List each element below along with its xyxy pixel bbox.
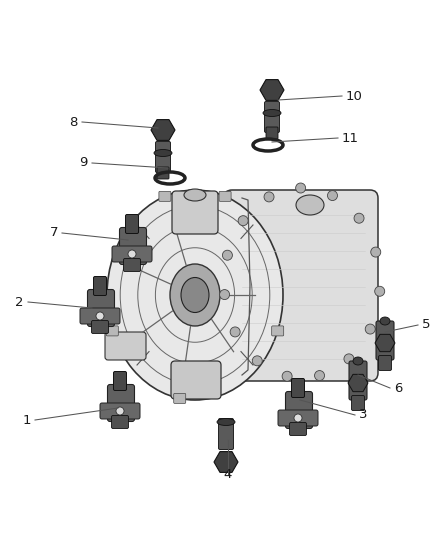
- Circle shape: [238, 216, 248, 225]
- FancyBboxPatch shape: [265, 101, 279, 133]
- Ellipse shape: [184, 189, 206, 201]
- FancyBboxPatch shape: [124, 259, 141, 271]
- FancyBboxPatch shape: [157, 167, 169, 179]
- FancyBboxPatch shape: [112, 416, 128, 429]
- FancyBboxPatch shape: [174, 393, 186, 403]
- FancyBboxPatch shape: [219, 191, 231, 201]
- FancyBboxPatch shape: [278, 410, 318, 426]
- Ellipse shape: [263, 109, 281, 117]
- Circle shape: [230, 327, 240, 337]
- FancyBboxPatch shape: [376, 321, 394, 360]
- Circle shape: [344, 354, 354, 364]
- FancyBboxPatch shape: [219, 418, 233, 449]
- FancyBboxPatch shape: [172, 191, 218, 234]
- Text: 6: 6: [394, 382, 403, 394]
- Text: 8: 8: [70, 116, 78, 128]
- Circle shape: [328, 191, 337, 200]
- FancyBboxPatch shape: [88, 289, 114, 327]
- Text: 10: 10: [346, 90, 363, 102]
- Ellipse shape: [170, 264, 220, 326]
- Ellipse shape: [296, 195, 324, 215]
- FancyBboxPatch shape: [272, 326, 284, 336]
- FancyBboxPatch shape: [224, 190, 378, 381]
- FancyBboxPatch shape: [352, 395, 364, 410]
- Circle shape: [371, 247, 381, 257]
- FancyBboxPatch shape: [290, 423, 307, 435]
- FancyBboxPatch shape: [155, 141, 170, 173]
- Circle shape: [296, 183, 306, 193]
- Circle shape: [96, 312, 104, 320]
- FancyBboxPatch shape: [120, 228, 146, 264]
- FancyBboxPatch shape: [266, 127, 278, 139]
- Circle shape: [252, 356, 262, 366]
- Circle shape: [219, 289, 230, 300]
- FancyBboxPatch shape: [107, 384, 134, 422]
- Circle shape: [116, 407, 124, 415]
- FancyBboxPatch shape: [112, 246, 152, 262]
- Ellipse shape: [380, 317, 390, 325]
- Circle shape: [365, 324, 375, 334]
- FancyBboxPatch shape: [105, 332, 146, 360]
- FancyBboxPatch shape: [113, 372, 127, 391]
- FancyBboxPatch shape: [106, 326, 118, 336]
- FancyBboxPatch shape: [93, 277, 106, 295]
- FancyBboxPatch shape: [378, 356, 392, 370]
- Text: 2: 2: [15, 295, 24, 309]
- Circle shape: [374, 286, 385, 296]
- FancyBboxPatch shape: [171, 361, 221, 399]
- FancyBboxPatch shape: [349, 361, 367, 400]
- Circle shape: [294, 414, 302, 422]
- FancyBboxPatch shape: [292, 378, 304, 398]
- Ellipse shape: [107, 190, 283, 400]
- Circle shape: [314, 370, 325, 381]
- Ellipse shape: [353, 357, 363, 365]
- FancyBboxPatch shape: [92, 320, 109, 334]
- Text: 7: 7: [49, 227, 58, 239]
- Circle shape: [282, 372, 292, 381]
- Text: 4: 4: [224, 469, 232, 481]
- Circle shape: [223, 250, 233, 260]
- Text: 9: 9: [80, 157, 88, 169]
- Text: 1: 1: [22, 414, 31, 426]
- Ellipse shape: [154, 149, 172, 157]
- Ellipse shape: [217, 418, 235, 425]
- Text: 11: 11: [342, 132, 359, 144]
- FancyBboxPatch shape: [126, 214, 138, 233]
- FancyBboxPatch shape: [80, 308, 120, 324]
- Text: 5: 5: [422, 319, 431, 332]
- Circle shape: [264, 192, 274, 202]
- Circle shape: [128, 250, 136, 258]
- Text: 3: 3: [359, 408, 367, 422]
- FancyBboxPatch shape: [100, 403, 140, 419]
- Circle shape: [354, 213, 364, 223]
- FancyBboxPatch shape: [159, 191, 171, 201]
- Ellipse shape: [181, 278, 209, 312]
- FancyBboxPatch shape: [286, 392, 312, 429]
